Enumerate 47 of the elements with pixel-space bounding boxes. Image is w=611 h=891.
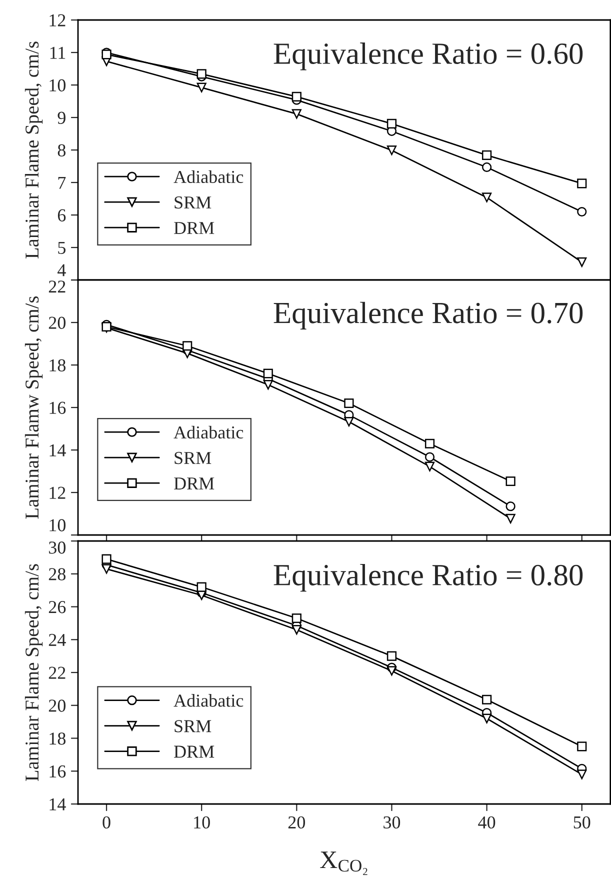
legend-label: DRM: [174, 746, 214, 758]
y-axis-title: Laminar Flamw Speed, cm/s: [24, 296, 43, 519]
y-tick-label: 22: [48, 666, 66, 679]
y-tick-label: 14: [50, 444, 66, 456]
y-tick-label: 26: [48, 601, 66, 614]
y-tick-label: 16: [50, 765, 66, 778]
text: Equivalence Ratio = 0.60: [274, 42, 583, 70]
y-tick-label: 10: [50, 519, 66, 532]
legend-label: Adiabatic: [174, 426, 244, 439]
x-tick-label: 40: [478, 816, 496, 829]
x-axis-title: X$_{CO₂}$: [320, 852, 368, 875]
legend-label: DRM: [174, 222, 214, 234]
x-tick-label: 20: [288, 816, 305, 829]
y-tick-label: 20: [48, 700, 66, 712]
y-tick-label: 12: [50, 14, 66, 26]
y-axis-title: Laminar Flame Speed, cm/s: [24, 42, 43, 259]
y-tick-label: 10: [50, 79, 66, 92]
x-tick-label: 0: [102, 816, 110, 829]
legend-label: SRM: [174, 720, 212, 732]
y-tick-label: 18: [50, 359, 66, 372]
y-tick-label: 16: [50, 402, 66, 414]
y-tick-label: 20: [48, 316, 66, 329]
y-tick-label: 30: [49, 542, 66, 554]
y-tick-label: 12: [50, 486, 66, 499]
legend-label: SRM: [174, 452, 212, 464]
y-tick-label: 24: [48, 634, 66, 646]
y-tick-label: 14: [50, 798, 66, 810]
text: Equivalence Ratio = 0.70: [274, 302, 583, 330]
x-tick-label: 30: [384, 816, 400, 829]
legend-label: Adiabatic: [174, 694, 244, 707]
x-tick-label: 10: [194, 816, 210, 829]
y-tick-label: 4: [58, 264, 66, 276]
y-tick-label: 22: [48, 280, 66, 293]
y-tick-label: 6: [58, 209, 66, 222]
y-tick-label: 5: [58, 242, 66, 254]
legend-label: DRM: [174, 478, 214, 490]
y-tick-label: 7: [58, 176, 66, 189]
legend-label: Adiabatic: [174, 170, 244, 184]
y-tick-label: 28: [48, 568, 66, 580]
legend-label: SRM: [174, 196, 212, 209]
x-tick-label: 50: [574, 816, 590, 829]
y-tick-label: 11: [50, 46, 66, 59]
y-tick-label: 18: [50, 732, 66, 745]
y-axis-title: Laminar Flame Speed, cm/s: [24, 564, 43, 782]
text: Equivalence Ratio = 0.80: [274, 564, 583, 592]
y-tick-label: 9: [58, 112, 66, 124]
y-tick-label: 8: [58, 144, 66, 156]
